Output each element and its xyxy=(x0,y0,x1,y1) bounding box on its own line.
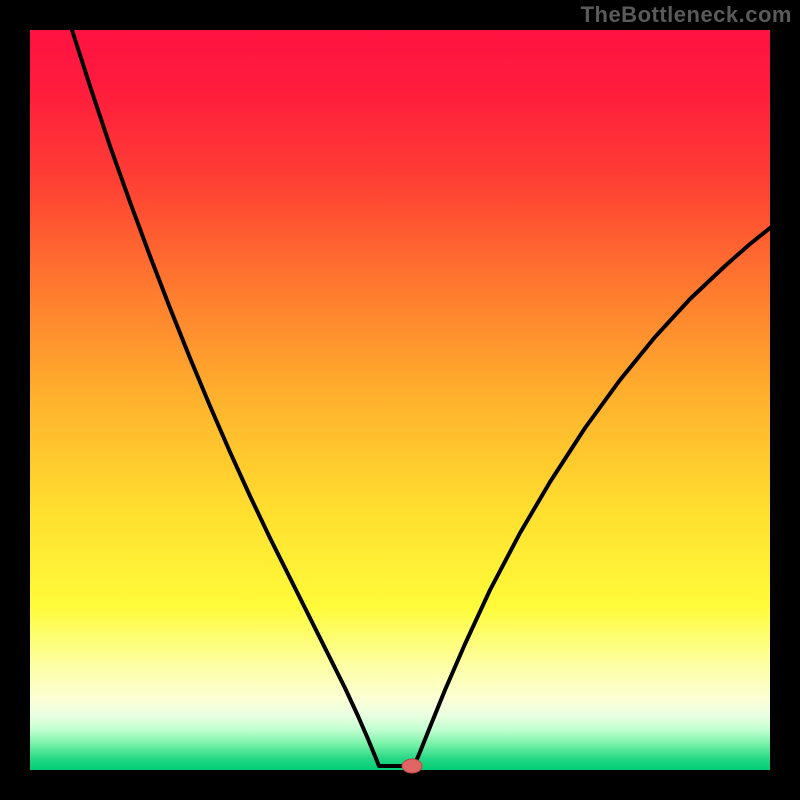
optimal-point-marker xyxy=(402,759,422,773)
chart-container: TheBottleneck.com xyxy=(0,0,800,800)
source-watermark: TheBottleneck.com xyxy=(581,2,792,28)
bottleneck-chart xyxy=(0,0,800,800)
plot-area xyxy=(30,30,770,773)
gradient-background xyxy=(30,30,770,770)
